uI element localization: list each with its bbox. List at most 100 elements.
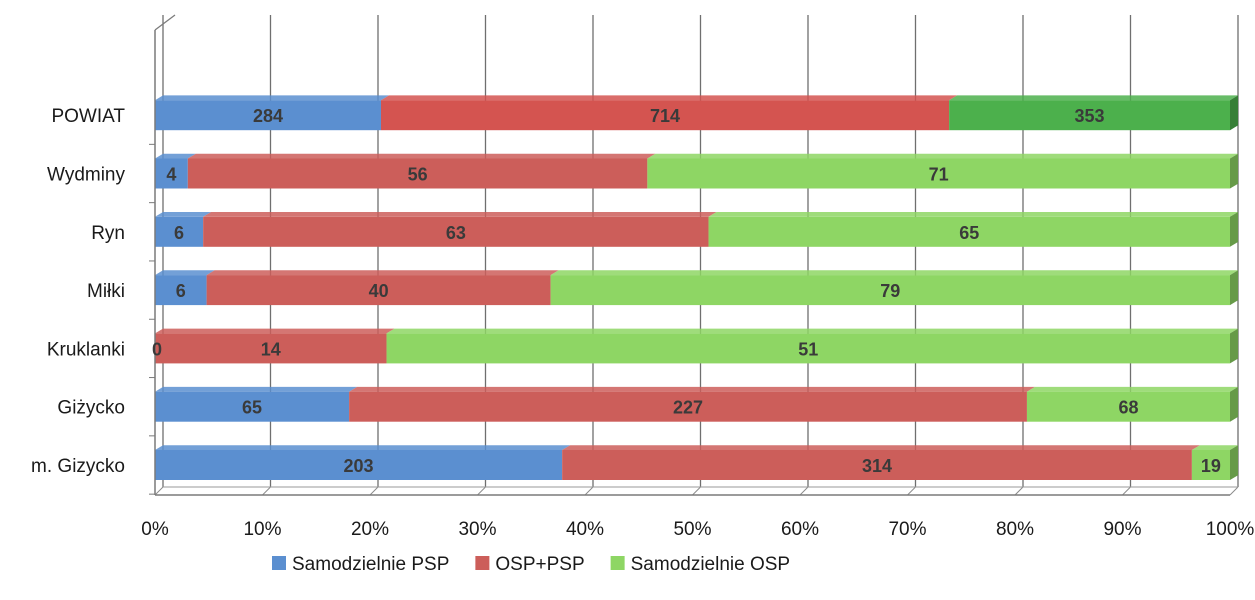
- x-tick-label: 60%: [781, 519, 819, 540]
- bar-segment: [155, 158, 188, 189]
- bar-segment: [155, 100, 381, 131]
- legend-swatch: [610, 556, 625, 570]
- gridline-foot: [692, 486, 701, 496]
- y-axis-top: [154, 14, 176, 31]
- bar-end-face: [1230, 386, 1238, 422]
- bar-segment-top: [155, 328, 395, 334]
- bar-end-face: [1230, 445, 1238, 480]
- gridline-foot: [154, 486, 164, 496]
- legend-label: Samodzielnie OSP: [631, 554, 790, 575]
- bar-segment: [550, 275, 1230, 306]
- data-label: 56: [408, 165, 428, 185]
- bar-segment: [349, 391, 1027, 422]
- data-label: 63: [446, 223, 466, 243]
- data-label: 0: [152, 339, 162, 359]
- gridline-foot: [262, 486, 271, 496]
- bar-segment-top: [550, 270, 1238, 276]
- x-tick-label: 30%: [458, 519, 496, 540]
- x-tick-label: 40%: [566, 519, 604, 540]
- bar-segment: [155, 216, 204, 247]
- legend-swatch: [475, 556, 490, 570]
- bar-segment-top: [380, 95, 958, 101]
- bar-segment-top: [349, 386, 1035, 392]
- data-label: 314: [862, 456, 892, 476]
- category-label: m. Gizycko: [31, 456, 125, 477]
- bar-segment: [155, 450, 563, 480]
- bar-segment-top: [386, 328, 1238, 334]
- x-tick-label: 10%: [243, 519, 281, 540]
- data-label: 19: [1201, 456, 1221, 476]
- x-tick-label: 90%: [1103, 519, 1141, 540]
- data-label: 79: [880, 281, 900, 301]
- data-label: 353: [1075, 106, 1105, 126]
- bar-end-face: [1230, 270, 1238, 306]
- bar-segment-top: [155, 386, 358, 392]
- bar-segment: [203, 216, 709, 247]
- legend: Samodzielnie PSP OSP+PSP Samodzielnie OSP: [272, 554, 790, 575]
- data-label: 65: [959, 223, 979, 243]
- gridline-foot: [799, 486, 809, 496]
- category-label: Miłki: [87, 281, 125, 302]
- data-label: 6: [174, 223, 184, 243]
- bar-segment: [949, 100, 1230, 131]
- x-tick-label: 100%: [1206, 519, 1255, 540]
- x-tick-label: 70%: [888, 519, 926, 540]
- bar-segment: [380, 100, 950, 131]
- data-label: 40: [369, 281, 389, 301]
- x-tick-label: 20%: [351, 519, 389, 540]
- bar-segment-top: [1026, 386, 1238, 392]
- data-label: 4: [166, 165, 176, 185]
- data-label: 68: [1118, 398, 1138, 418]
- labels: 0% 10% 20% 30% 40% 50% 60% 70% 80% 90% 100% m. Gizy…: [31, 106, 1254, 540]
- bar-segment: [562, 450, 1192, 480]
- category-label: Kruklanki: [47, 339, 125, 360]
- bar-segment: [647, 158, 1230, 189]
- bar-segment: [206, 275, 551, 306]
- bar-segment-top: [155, 95, 389, 101]
- data-label: 227: [673, 398, 703, 418]
- data-label: 203: [344, 456, 374, 476]
- bar-segment-top: [206, 270, 559, 276]
- data-label: 6: [176, 281, 186, 301]
- bar-segment: [1191, 450, 1230, 480]
- gridline-foot: [584, 486, 594, 496]
- bar-segment-top: [562, 445, 1200, 450]
- bar-segment: [155, 391, 350, 422]
- bar-end-face: [1230, 212, 1238, 247]
- bar-segment-top: [708, 212, 1238, 217]
- category-label: Wydminy: [47, 165, 125, 186]
- gridline-foot: [369, 486, 379, 496]
- legend-swatch: [272, 556, 286, 570]
- bar-end-face: [1230, 95, 1238, 131]
- axes: [149, 14, 1238, 496]
- bar-segment-top: [949, 95, 1238, 101]
- gridline-foot: [907, 486, 916, 496]
- gridline-foot: [1122, 486, 1131, 496]
- x-tick-label: 80%: [996, 519, 1034, 540]
- bar-segment: [1026, 391, 1230, 422]
- bar-end-face: [1230, 153, 1238, 189]
- bars: [155, 95, 1238, 480]
- bar-segment: [708, 216, 1230, 247]
- gridline-foot: [1014, 486, 1024, 496]
- legend-label: OSP+PSP: [495, 554, 584, 575]
- bar-end-face: [1230, 328, 1238, 364]
- bar-segment-top: [203, 212, 717, 217]
- gridline-foot: [1229, 486, 1239, 496]
- x-tick-label: 50%: [673, 519, 711, 540]
- bar-segment: [187, 158, 648, 189]
- data-label: 51: [798, 339, 818, 359]
- data-label: 14: [261, 339, 281, 359]
- bar-segment-top: [187, 153, 656, 159]
- bar-segment-top: [155, 212, 212, 217]
- bar-segment: [386, 333, 1230, 364]
- data-label: 71: [929, 165, 949, 185]
- category-label: POWIAT: [51, 106, 125, 127]
- bar-segment-top: [155, 270, 215, 276]
- data-label: 65: [242, 398, 262, 418]
- data-label: 284: [253, 106, 283, 126]
- bar-segment-top: [1191, 445, 1238, 450]
- gridlines: [154, 15, 1239, 496]
- bar-segment-top: [155, 153, 196, 159]
